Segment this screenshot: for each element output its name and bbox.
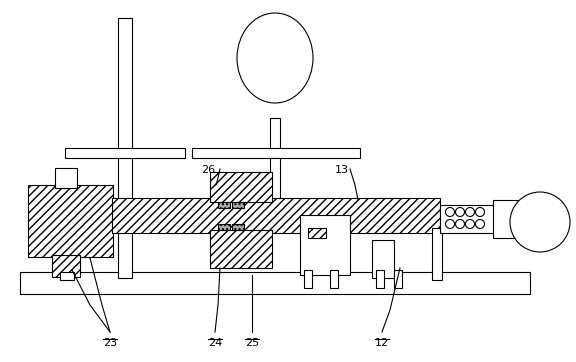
Bar: [65, 148, 185, 158]
Bar: [520, 212, 548, 226]
Bar: [28, 185, 113, 257]
Bar: [52, 255, 80, 277]
Bar: [300, 215, 350, 275]
Bar: [372, 240, 394, 278]
Text: 23: 23: [103, 338, 117, 348]
Bar: [20, 272, 530, 294]
Bar: [55, 168, 77, 188]
Bar: [232, 224, 244, 230]
Bar: [304, 270, 312, 288]
Bar: [270, 118, 280, 150]
Ellipse shape: [510, 192, 570, 252]
Bar: [210, 172, 272, 202]
Text: 24: 24: [208, 338, 222, 348]
Bar: [210, 230, 272, 268]
Bar: [264, 200, 286, 214]
Bar: [218, 224, 230, 230]
Bar: [118, 18, 132, 278]
Bar: [330, 270, 338, 288]
Text: 25: 25: [245, 338, 259, 348]
Bar: [192, 148, 360, 158]
Bar: [60, 272, 74, 280]
Bar: [308, 228, 326, 238]
Bar: [394, 270, 402, 288]
Bar: [432, 228, 442, 280]
Bar: [232, 202, 244, 208]
Bar: [440, 205, 498, 233]
Bar: [376, 270, 384, 288]
Bar: [270, 158, 280, 206]
Bar: [493, 200, 523, 238]
Bar: [218, 202, 230, 208]
Bar: [112, 198, 440, 233]
Ellipse shape: [237, 13, 313, 103]
Text: 12: 12: [375, 338, 389, 348]
Text: 26: 26: [201, 165, 215, 175]
Text: 13: 13: [335, 165, 349, 175]
